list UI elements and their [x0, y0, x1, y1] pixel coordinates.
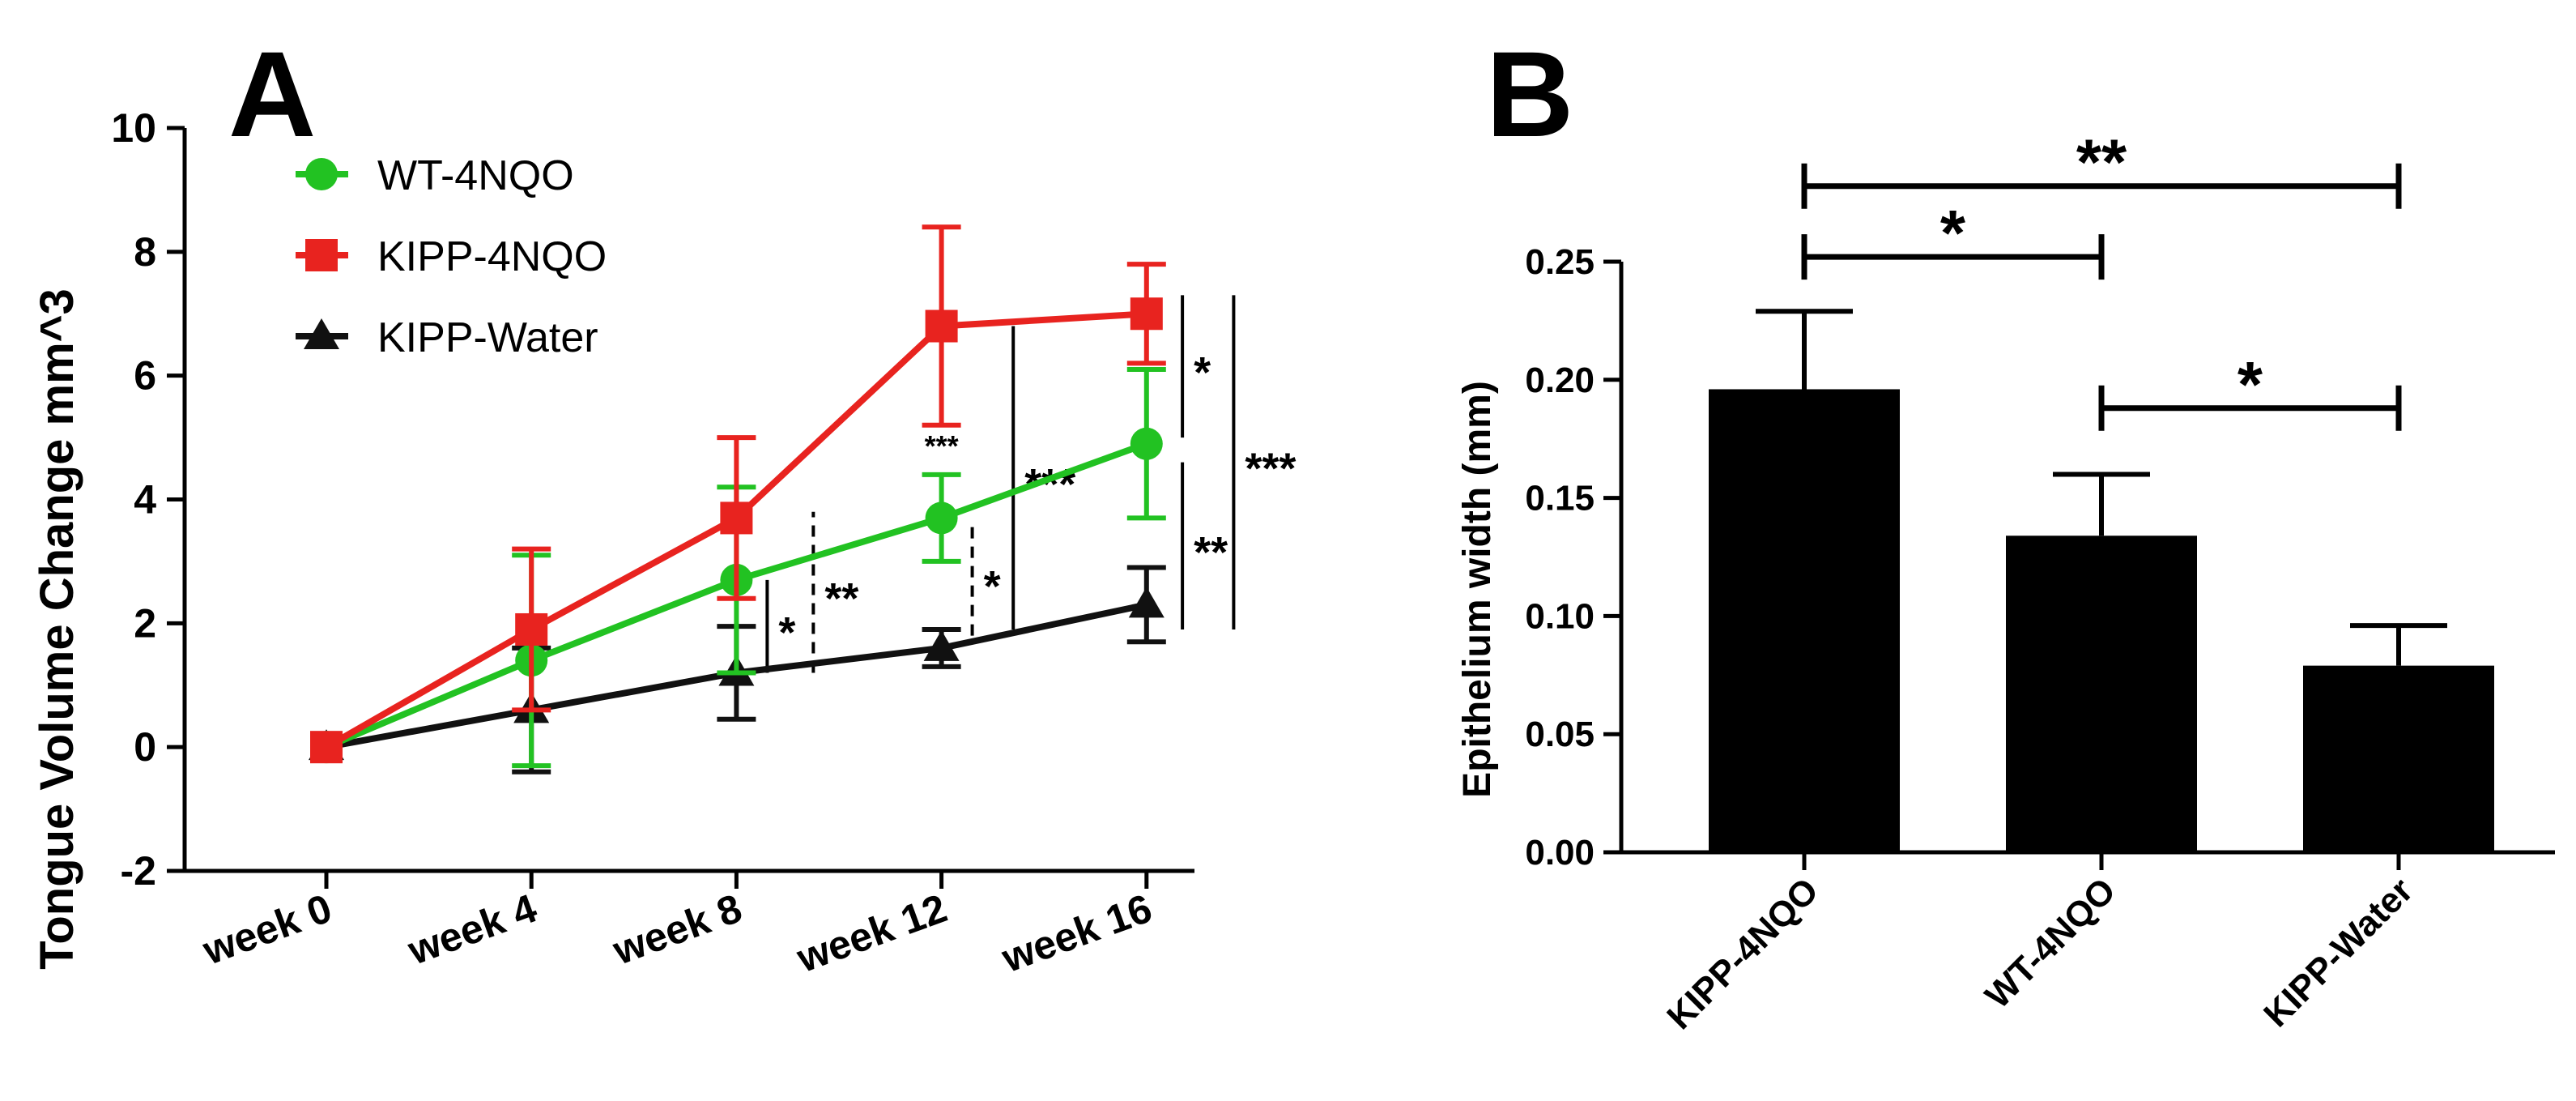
legend-marker: [305, 239, 338, 271]
x-category-label: week 4: [402, 885, 543, 974]
y-tick-label: 0.20: [1525, 361, 1595, 400]
significance-label: **: [1194, 528, 1228, 577]
x-category-label: KIPP-4NQO: [1659, 870, 1826, 1037]
significance-label: *: [1194, 348, 1211, 397]
data-point: [925, 501, 958, 535]
data-point: [925, 309, 958, 343]
x-category-label: week 16: [995, 885, 1157, 982]
data-point: [923, 629, 960, 661]
data-point: [515, 612, 548, 646]
data-point: [1128, 587, 1165, 618]
x-category-label: KIPP-Water: [2256, 870, 2421, 1035]
significance-label: ***: [1245, 445, 1296, 493]
y-tick-label: 0.25: [1525, 242, 1595, 282]
legend-marker: [304, 318, 339, 349]
significance-label: *: [2238, 348, 2263, 420]
y-tick-label: 4: [134, 477, 156, 523]
significance-label: ***: [925, 429, 959, 463]
y-axis-title: Epithelium width (mm): [1456, 381, 1499, 798]
y-tick-label: 0.10: [1525, 596, 1595, 636]
y-tick-label: 0.15: [1525, 479, 1595, 518]
panel-b-letter: B: [1486, 26, 1573, 162]
panel-a-legend: WT-4NQO KIPP-4NQO KIPP-Water: [296, 152, 607, 361]
panel-a-letter: A: [228, 26, 316, 162]
y-tick-label: 8: [134, 229, 156, 275]
panel-b-significance: ****: [1801, 126, 2402, 431]
significance-label: *: [778, 608, 795, 657]
panel-b: B 0.00 0.05 0.10 0.15 0.20 0.25 KIPP-4NQO WT-4N…: [1456, 26, 2555, 1037]
panel-a: A -2 0 2 4 6 8 10 week 0 week 4 week 8 week 12 week…: [31, 26, 1296, 981]
y-tick-label: 2: [134, 600, 156, 646]
y-tick-label: 0.05: [1525, 715, 1595, 754]
legend-label: KIPP-Water: [377, 314, 598, 361]
panel-a-significance: ****************: [765, 295, 1296, 673]
x-category-label: week 8: [607, 885, 747, 974]
panel-a-series: [309, 224, 1166, 775]
y-tick-label: 0.00: [1525, 833, 1595, 873]
data-point: [1130, 297, 1163, 331]
legend-label: WT-4NQO: [377, 152, 574, 199]
y-tick-label: -2: [121, 848, 156, 894]
legend-marker: [305, 158, 338, 190]
significance-label: **: [824, 574, 858, 623]
panel-a-axes: -2 0 2 4 6 8 10 week 0 week 4 week 8 week 12 week 1…: [31, 105, 1194, 981]
bar: [1709, 389, 1900, 852]
y-tick-label: 0: [134, 724, 156, 770]
legend-label: KIPP-4NQO: [377, 233, 607, 280]
y-tick-label: 6: [134, 353, 156, 399]
panel-b-bars: [1709, 309, 2494, 852]
significance-label: **: [2076, 126, 2127, 198]
bar: [2006, 536, 2197, 852]
significance-label: *: [1940, 197, 1966, 269]
y-tick-label: 10: [111, 105, 156, 151]
x-category-label: week 0: [197, 885, 338, 974]
significance-label: *: [984, 562, 1001, 611]
x-category-label: week 12: [790, 885, 952, 982]
y-axis-title: Tongue Volume Change mm^3: [31, 288, 83, 970]
series-kipp-4nqo: [310, 224, 1166, 764]
data-point: [1130, 427, 1163, 460]
x-category-label: WT-4NQO: [1978, 870, 2123, 1016]
bar: [2303, 665, 2494, 852]
panel-b-axes: 0.00 0.05 0.10 0.15 0.20 0.25 KIPP-4NQO WT-4NQO…: [1456, 242, 2555, 1037]
data-point: [720, 501, 753, 535]
data-point: [310, 731, 343, 764]
